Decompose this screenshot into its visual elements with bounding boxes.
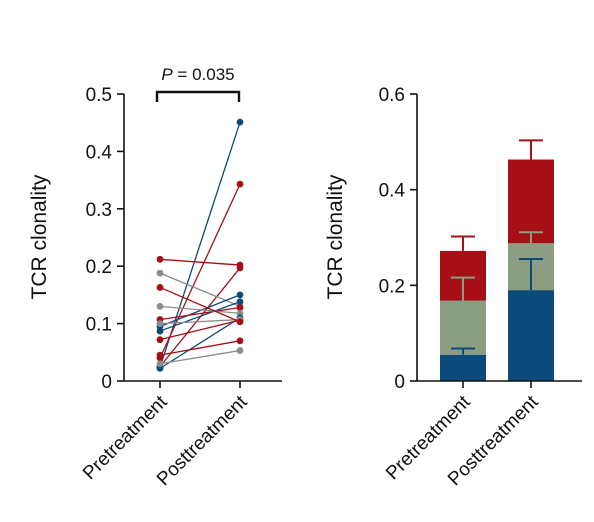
paired-line bbox=[159, 267, 241, 368]
paired-line bbox=[159, 340, 241, 356]
right-y-tick-label: 0.4 bbox=[379, 181, 406, 202]
paired-line bbox=[159, 305, 241, 314]
left-y-tick-label: 0.1 bbox=[86, 315, 112, 336]
paired-line bbox=[159, 306, 241, 321]
paired-point bbox=[156, 360, 164, 368]
paired-line bbox=[159, 294, 241, 328]
paired-line bbox=[159, 318, 241, 325]
left-y-tick-label: 0.5 bbox=[86, 85, 112, 106]
bar-segment bbox=[508, 290, 554, 381]
paired-point bbox=[156, 336, 164, 344]
paired-line-chart: TCR clonality 0 0.1 0.2 0.3 0.4 0.5 Pretreatm… bbox=[28, 65, 282, 490]
left-y-tick-label: 0.2 bbox=[86, 257, 112, 278]
paired-point bbox=[236, 347, 244, 354]
paired-point bbox=[236, 318, 244, 326]
left-y-tick-label: 0.4 bbox=[86, 142, 113, 163]
significance-bracket bbox=[155, 90, 241, 102]
paired-line bbox=[159, 272, 241, 307]
paired-point bbox=[236, 118, 244, 126]
paired-point bbox=[156, 320, 164, 327]
right-y-ticks: 0 0.2 0.4 0.6 bbox=[379, 85, 417, 393]
p-value-label: P bbox=[161, 65, 173, 84]
paired-point bbox=[156, 269, 164, 277]
paired-line bbox=[159, 317, 241, 369]
right-y-axis-title: TCR clonality bbox=[324, 174, 347, 299]
paired-point bbox=[236, 337, 244, 345]
left-y-tick-label: 0.3 bbox=[86, 200, 112, 221]
paired-point bbox=[156, 351, 164, 359]
paired-point bbox=[156, 255, 164, 263]
paired-line bbox=[159, 301, 241, 332]
paired-point bbox=[156, 327, 164, 335]
left-y-ticks: 0 0.1 0.2 0.3 0.4 0.5 bbox=[86, 85, 124, 393]
paired-line bbox=[159, 258, 241, 266]
p-value-text: = 0.035 bbox=[173, 65, 235, 84]
right-y-tick-label: 0.6 bbox=[379, 85, 405, 106]
bar-segment bbox=[440, 354, 486, 381]
paired-line bbox=[159, 319, 241, 341]
paired-line bbox=[159, 286, 241, 323]
left-y-axis-title: TCR clonality bbox=[28, 174, 51, 299]
paired-point bbox=[236, 304, 244, 311]
paired-line bbox=[159, 349, 241, 365]
bar-segment bbox=[440, 300, 486, 355]
paired-point bbox=[156, 302, 164, 310]
right-y-tick-label: 0 bbox=[394, 372, 405, 393]
paired-point bbox=[156, 284, 164, 291]
paired-point bbox=[236, 264, 244, 272]
p-value-annotation: P = 0.035 bbox=[161, 65, 234, 84]
stacked-bars bbox=[440, 159, 554, 381]
bar-segment bbox=[508, 159, 554, 244]
left-y-tick-label: 0 bbox=[101, 372, 112, 393]
paired-point bbox=[236, 180, 244, 188]
right-y-tick-label: 0.2 bbox=[379, 276, 405, 297]
error-bars bbox=[451, 139, 543, 355]
paired-line bbox=[159, 183, 241, 359]
paired-series bbox=[156, 118, 244, 372]
stacked-bar-chart: TCR clonality 0 0.2 0.4 0.6 PretreatmentPos… bbox=[324, 85, 582, 490]
paired-point bbox=[236, 298, 244, 306]
paired-point bbox=[236, 291, 244, 299]
